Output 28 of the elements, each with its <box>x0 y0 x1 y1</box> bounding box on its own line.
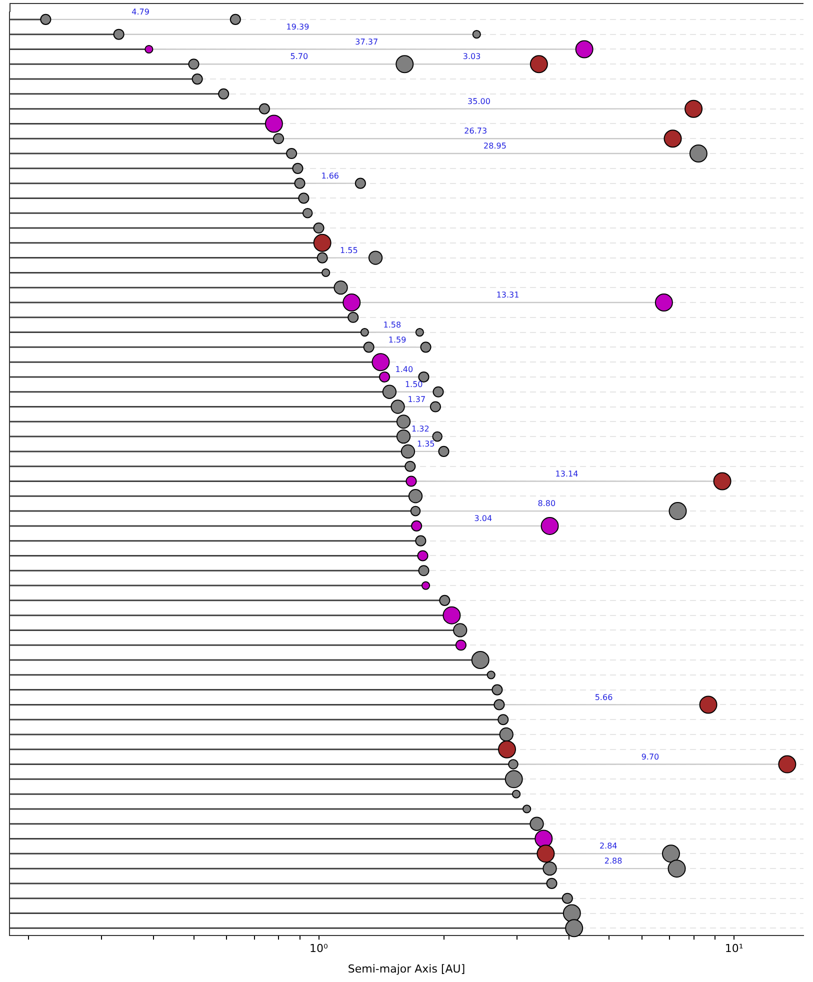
annotation: 1.40 <box>395 365 414 374</box>
annotation: 1.55 <box>340 246 358 255</box>
annotation: 4.79 <box>132 8 150 17</box>
x-tick-label: 10⁰ <box>310 942 329 956</box>
x-tick-label: 10¹ <box>724 942 744 956</box>
annotation: 9.70 <box>641 752 660 762</box>
annotation: 37.37 <box>355 37 378 46</box>
annotation: 1.50 <box>404 380 423 389</box>
annotation: 1.37 <box>408 394 426 404</box>
annotation: 5.66 <box>594 692 613 702</box>
annotation: 1.58 <box>383 320 402 330</box>
annotation: 1.32 <box>412 424 430 434</box>
annotation: 5.70 <box>290 52 308 62</box>
annotation: 28.95 <box>484 142 506 151</box>
annotation: 3.04 <box>474 514 492 524</box>
annotation: 19.39 <box>286 22 310 32</box>
annotation: 35.00 <box>468 96 490 106</box>
x-axis-title: Semi-major Axis [AU] <box>348 962 466 976</box>
annotation: 13.14 <box>555 469 578 478</box>
annotation: 2.88 <box>604 856 622 866</box>
annotation: 2.84 <box>599 842 618 851</box>
annotation: 1.59 <box>388 335 406 344</box>
annotation: 26.73 <box>464 126 488 136</box>
annotation: 8.80 <box>538 499 556 508</box>
annotation: 3.03 <box>462 52 481 62</box>
annotation: 1.35 <box>416 440 435 449</box>
annotation: 13.31 <box>496 290 520 300</box>
annotation: 1.66 <box>321 171 340 180</box>
